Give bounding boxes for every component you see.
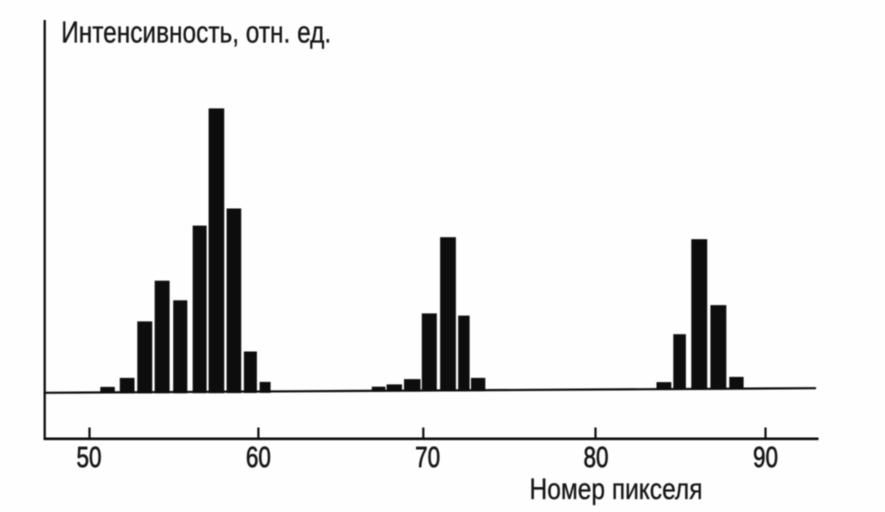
svg-text:90: 90	[753, 442, 778, 474]
svg-text:70: 70	[415, 442, 440, 474]
svg-text:Номер пикселя: Номер пикселя	[530, 473, 703, 506]
svg-text:60: 60	[246, 442, 271, 474]
svg-text:50: 50	[77, 442, 102, 474]
svg-text:80: 80	[584, 442, 609, 474]
svg-text:Интенсивность, отн. ед.: Интенсивность, отн. ед.	[61, 16, 331, 49]
